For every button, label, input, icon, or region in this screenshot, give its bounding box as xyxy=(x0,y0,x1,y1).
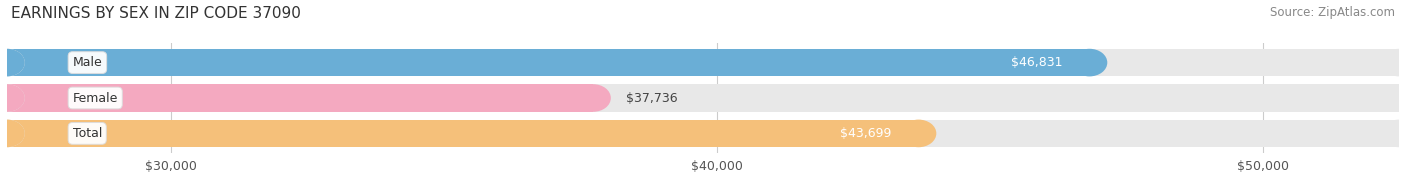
Text: Source: ZipAtlas.com: Source: ZipAtlas.com xyxy=(1270,6,1395,19)
Ellipse shape xyxy=(1381,120,1406,147)
Text: Male: Male xyxy=(73,56,103,69)
Bar xyxy=(7,49,1090,76)
Bar xyxy=(7,84,593,112)
Text: $46,831: $46,831 xyxy=(1011,56,1062,69)
Bar xyxy=(7,120,1399,147)
Ellipse shape xyxy=(1381,49,1406,76)
Bar xyxy=(7,49,1399,76)
Bar xyxy=(7,120,918,147)
Ellipse shape xyxy=(0,84,25,112)
Ellipse shape xyxy=(1381,84,1406,112)
Ellipse shape xyxy=(0,49,25,76)
Ellipse shape xyxy=(575,84,610,112)
Ellipse shape xyxy=(1071,49,1108,76)
Text: Total: Total xyxy=(73,127,101,140)
Text: $43,699: $43,699 xyxy=(839,127,891,140)
Ellipse shape xyxy=(0,49,25,76)
Ellipse shape xyxy=(901,120,936,147)
Text: Female: Female xyxy=(73,92,118,104)
Text: $37,736: $37,736 xyxy=(626,92,678,104)
Ellipse shape xyxy=(0,84,25,112)
Text: EARNINGS BY SEX IN ZIP CODE 37090: EARNINGS BY SEX IN ZIP CODE 37090 xyxy=(11,6,301,21)
Bar xyxy=(7,84,1399,112)
Ellipse shape xyxy=(0,120,25,147)
Ellipse shape xyxy=(0,120,25,147)
